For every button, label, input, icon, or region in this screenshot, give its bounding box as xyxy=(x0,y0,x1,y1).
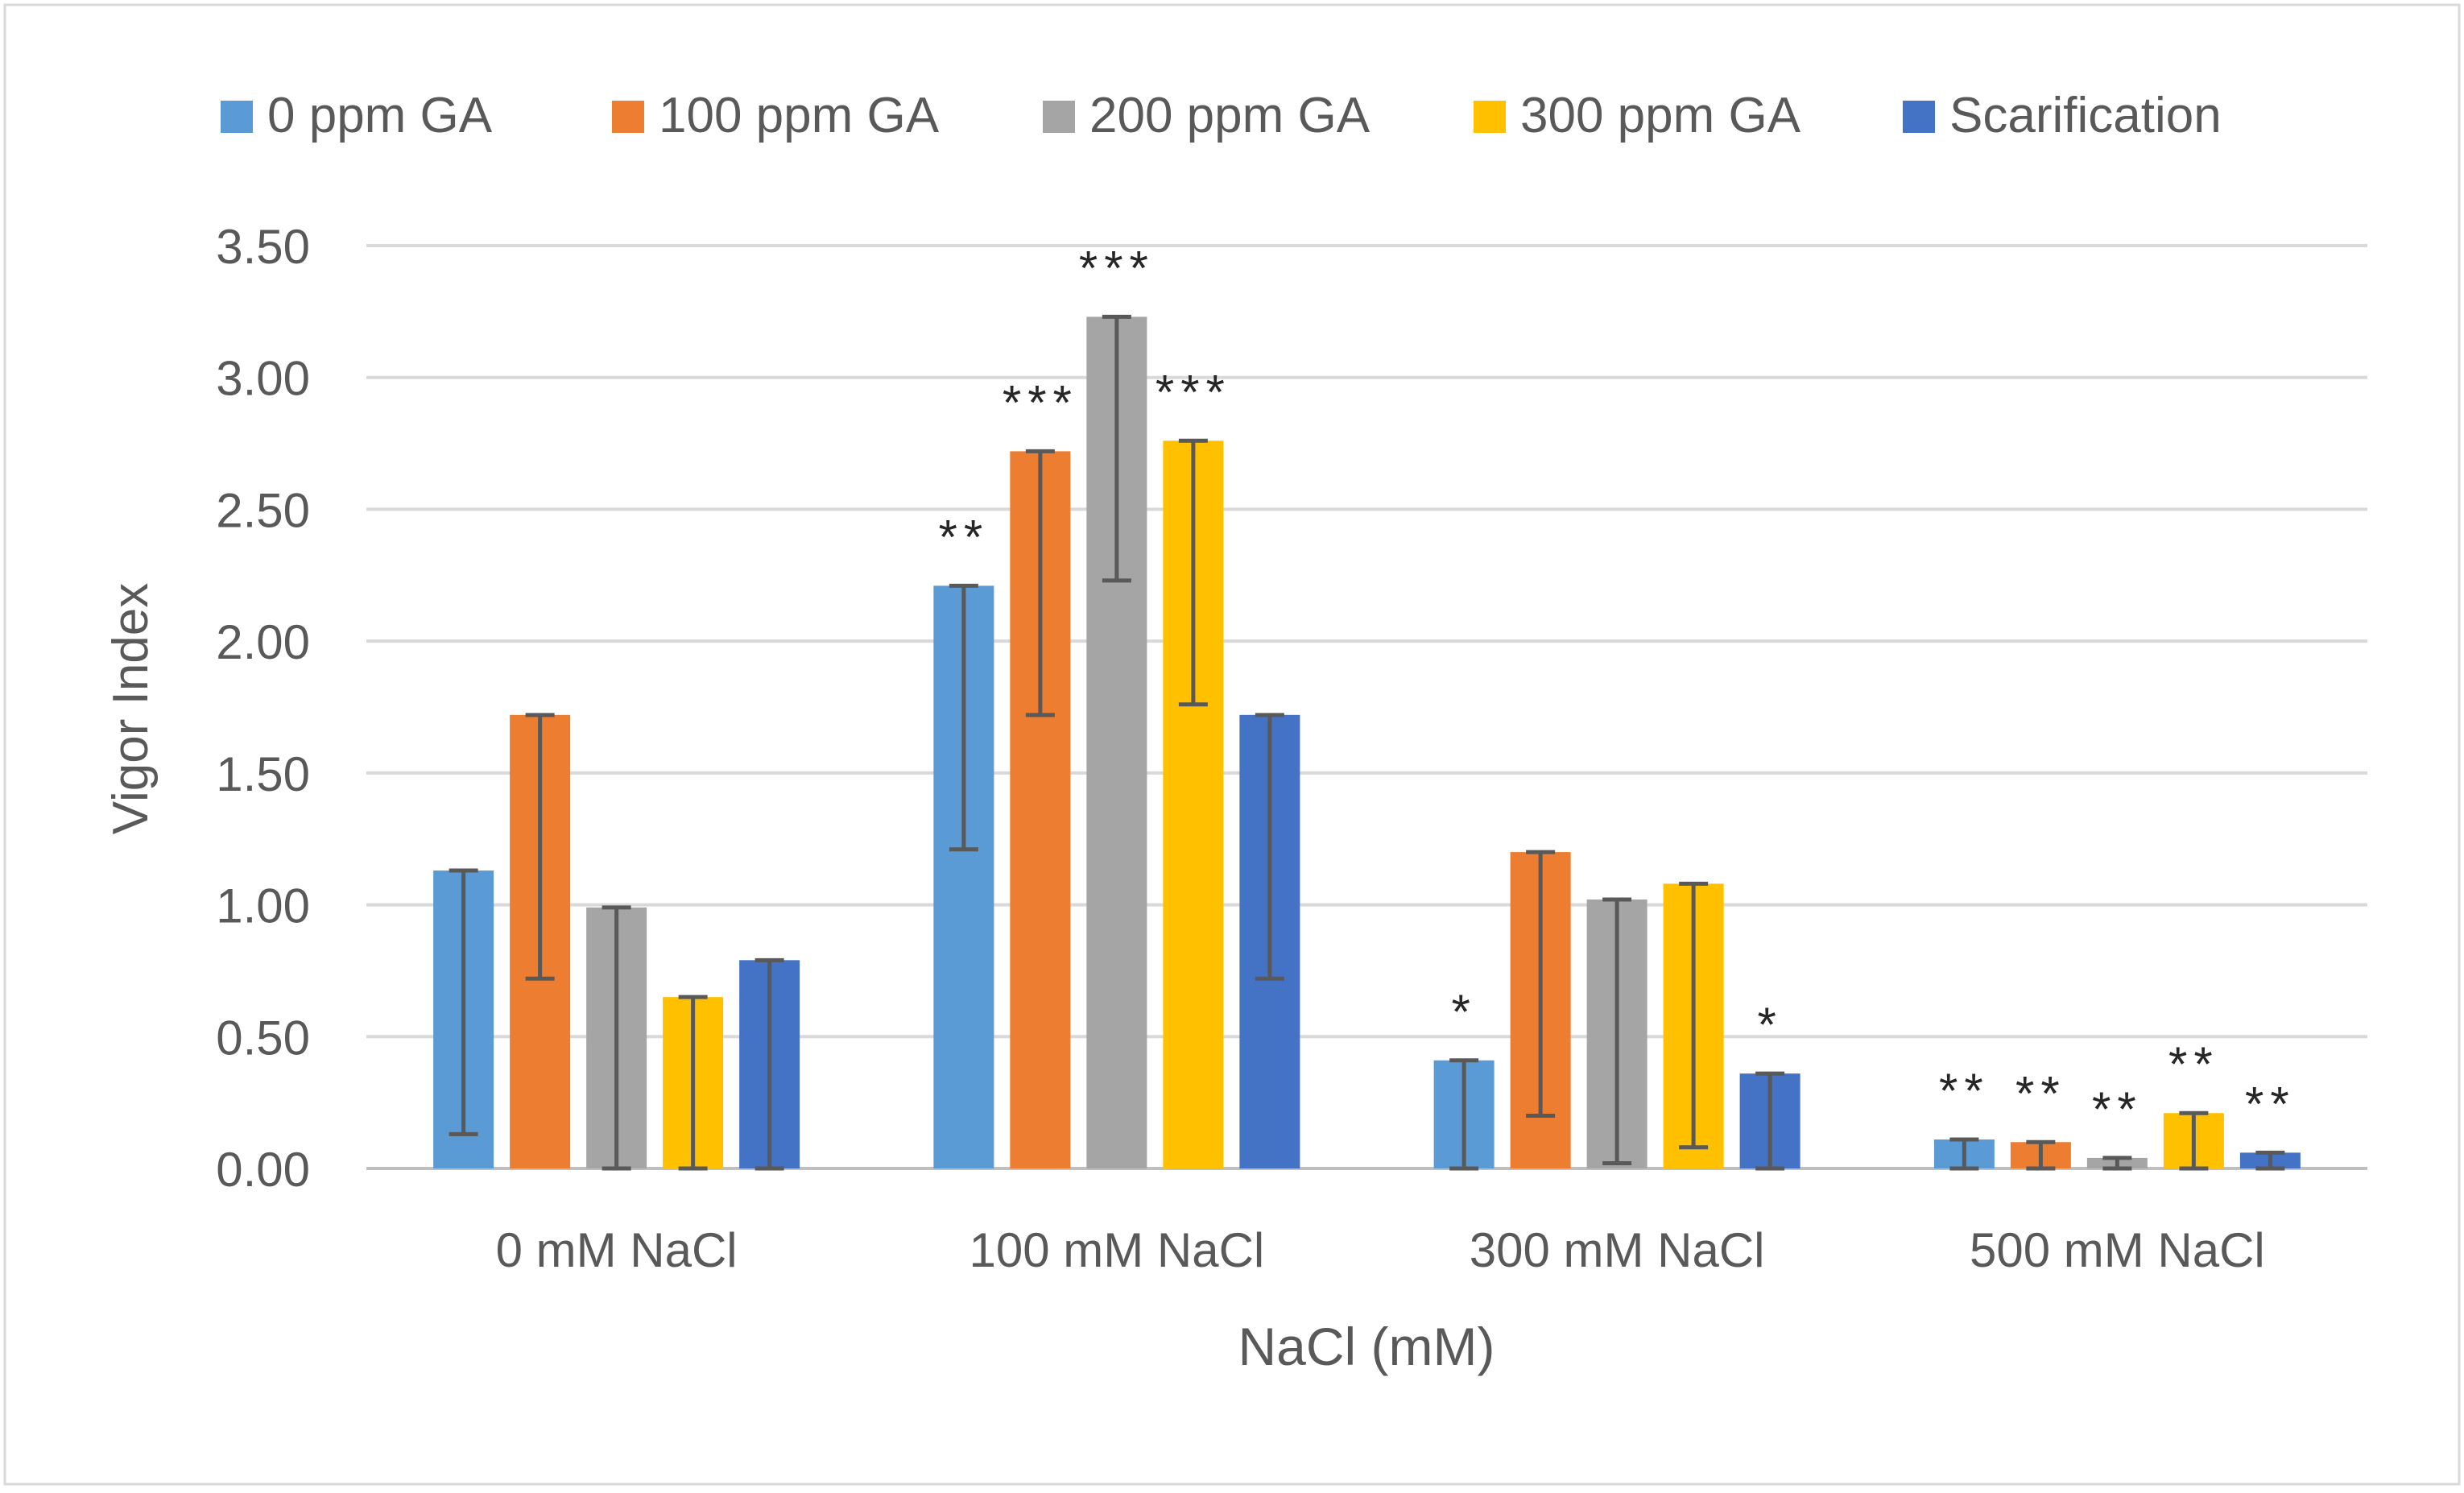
significance-mark: *** xyxy=(1079,241,1155,295)
y-axis-ticks: 0.00 0.50 1.00 1.50 2.00 2.50 3.00 3.50 xyxy=(216,220,310,1197)
significance-mark: ** xyxy=(2092,1082,2143,1136)
legend-swatch xyxy=(221,101,253,133)
legend-swatch xyxy=(1903,101,1935,133)
y-tick-label: 1.50 xyxy=(216,747,310,801)
y-tick-label: 3.00 xyxy=(216,352,310,406)
significance-annotations: ************ *** ** ****** xyxy=(939,241,2296,1136)
legend-swatch xyxy=(1043,101,1075,133)
significance-mark: ** xyxy=(1939,1064,1990,1118)
y-tick-label: 2.50 xyxy=(216,483,310,537)
y-tick-label: 1.00 xyxy=(216,879,310,933)
legend-label: 0 ppm GA xyxy=(267,88,493,143)
legend: 0 ppm GA 100 ppm GA 200 ppm GA 300 ppm GA Sc… xyxy=(221,88,2222,143)
error-bars xyxy=(449,314,2285,1171)
significance-mark: *** xyxy=(1003,375,1078,429)
significance-mark: *** xyxy=(1156,365,1231,419)
legend-label: 300 ppm GA xyxy=(1520,88,1801,143)
legend-swatch xyxy=(1474,101,1506,133)
legend-label: Scarification xyxy=(1949,88,2222,143)
significance-mark: * xyxy=(1757,998,1782,1052)
legend-label: 200 ppm GA xyxy=(1089,88,1370,143)
chart-frame xyxy=(3,3,2461,1486)
x-axis-label: NaCl (mM) xyxy=(1238,1317,1495,1376)
significance-mark: ** xyxy=(2168,1037,2219,1091)
y-tick-label: 2.00 xyxy=(216,615,310,669)
significance-mark: ** xyxy=(2245,1077,2296,1131)
legend-swatch xyxy=(612,101,644,133)
x-tick-label: 100 mM NaCl xyxy=(969,1223,1264,1277)
x-axis-ticks: 0 mM NaCl 100 mM NaCl 300 mM NaCl 500 mM Na… xyxy=(496,1223,2265,1277)
x-tick-label: 0 mM NaCl xyxy=(496,1223,738,1277)
significance-mark: ** xyxy=(2015,1066,2066,1120)
y-tick-label: 0.00 xyxy=(216,1143,310,1197)
x-tick-label: 500 mM NaCl xyxy=(1970,1223,2265,1277)
significance-mark: ** xyxy=(939,510,990,564)
y-tick-label: 3.50 xyxy=(216,220,310,274)
legend-label: 100 ppm GA xyxy=(659,88,940,143)
y-axis-label: Vigor Index xyxy=(103,583,159,835)
significance-mark: * xyxy=(1451,985,1476,1039)
y-tick-label: 0.50 xyxy=(216,1011,310,1065)
x-tick-label: 300 mM NaCl xyxy=(1470,1223,1765,1277)
